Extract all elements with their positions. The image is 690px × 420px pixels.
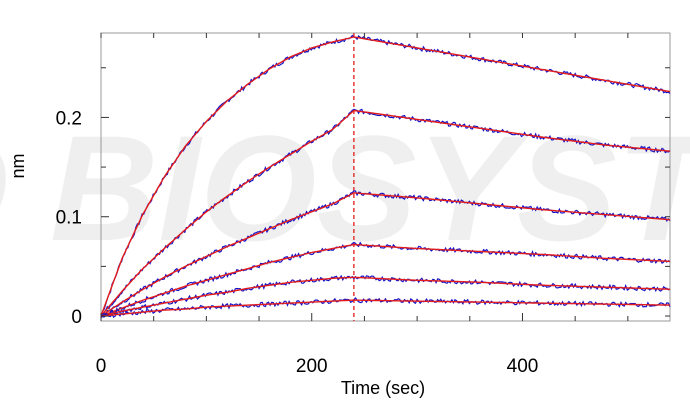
fit-curve [100, 243, 671, 317]
x-tick-label: 200 [296, 356, 328, 377]
fit-curve [100, 36, 671, 317]
measured-trace [100, 274, 671, 318]
x-tick-label: 0 [96, 356, 107, 377]
series-fit-5 [100, 274, 671, 318]
watermark-text: ACRO BIOSYSTEMS [0, 104, 690, 272]
fit-curve [100, 299, 670, 317]
measured-trace [100, 296, 671, 318]
measured-trace [100, 108, 671, 318]
plot-frame [100, 32, 671, 322]
series-fit-4 [100, 241, 671, 319]
fit-curve [100, 109, 671, 317]
series-fit-6 [100, 296, 671, 318]
x-tick-label: 400 [507, 356, 539, 377]
y-tick-label: 0.1 [56, 208, 82, 229]
y-tick-label: 0.2 [56, 108, 82, 129]
measured-trace [100, 190, 671, 317]
series-fit-3 [100, 190, 671, 317]
watermark: ACRO BIOSYSTEMS [0, 104, 690, 272]
y-tick-label: 0 [71, 307, 82, 328]
series-fit-2 [100, 108, 671, 318]
fit-curve [100, 276, 670, 317]
fit-curve [100, 192, 671, 317]
x-axis-label: Time (sec) [341, 378, 425, 398]
series-fit-1 [100, 34, 671, 317]
y-axis-label: nm [8, 153, 28, 178]
